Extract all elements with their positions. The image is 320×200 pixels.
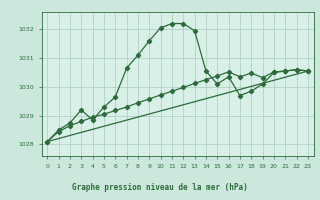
Text: Graphe pression niveau de la mer (hPa): Graphe pression niveau de la mer (hPa)	[72, 183, 248, 192]
